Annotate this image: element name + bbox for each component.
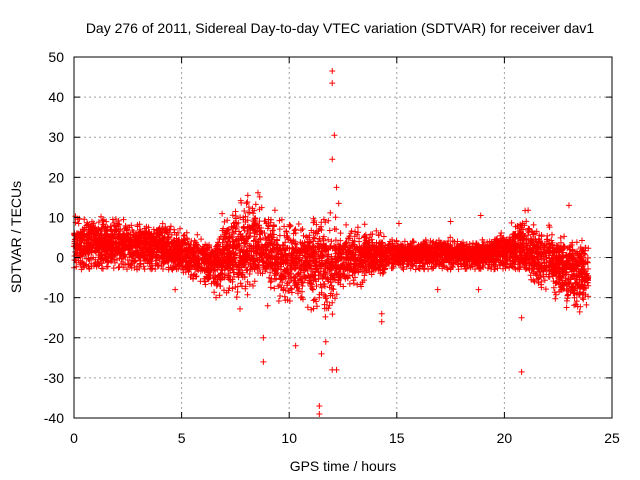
y-tick-label: -10 (44, 290, 64, 306)
x-tick-label: 10 (281, 430, 297, 446)
outlier-point (329, 80, 336, 87)
outlier-point (316, 402, 323, 409)
plot-frame (73, 56, 613, 419)
x-tick-label: 25 (604, 430, 620, 446)
y-tick-label: 20 (48, 169, 64, 185)
y-tick-label: 10 (48, 209, 64, 225)
outlier-point (378, 318, 385, 325)
y-tick-label: -20 (44, 330, 64, 346)
outlier-point (329, 156, 336, 163)
x-tick-label: 5 (178, 430, 186, 446)
y-tick-label: -40 (44, 410, 64, 426)
outlier-point (264, 302, 271, 309)
y-tick-label: -30 (44, 370, 64, 386)
outlier-point (333, 366, 340, 373)
outlier-point (378, 310, 385, 317)
y-tick-label: 0 (56, 250, 64, 266)
outlier-point (292, 342, 299, 349)
outlier-point (260, 334, 267, 341)
outlier-point (475, 286, 482, 293)
outlier-point (172, 286, 179, 293)
outlier-point (477, 212, 484, 219)
outlier-point (434, 286, 441, 293)
outlier-point (316, 410, 323, 417)
y-axis-label: SDTVAR / TECUs (8, 181, 24, 293)
x-tick-label: 20 (497, 430, 513, 446)
axis-ticks: 0 5 10 15 20 25 -40 -30 -20 -10 0 10 20 30 40 50 (44, 49, 620, 446)
outlier-point (333, 184, 340, 191)
outlier-point (565, 202, 572, 209)
y-tick-label: 30 (48, 129, 64, 145)
outlier-point (518, 314, 525, 321)
outlier-point (260, 358, 267, 365)
outlier-point (318, 350, 325, 357)
scatter-cloud (71, 189, 592, 320)
chart-title: Day 276 of 2011, Sidereal Day-to-day VTE… (86, 20, 595, 36)
x-tick-label: 15 (389, 430, 405, 446)
y-tick-label: 50 (48, 49, 64, 65)
outlier-point (329, 68, 336, 75)
outlier-point (447, 218, 454, 225)
x-tick-label: 0 (70, 430, 78, 446)
outlier-point (213, 294, 220, 301)
outlier-point (518, 368, 525, 375)
y-tick-label: 40 (48, 89, 64, 105)
outlier-point (395, 220, 402, 227)
outlier-point (322, 338, 329, 345)
data-points (71, 68, 592, 417)
x-axis-label: GPS time / hours (290, 458, 397, 474)
outlier-point (335, 200, 342, 207)
outlier-point (331, 132, 338, 139)
